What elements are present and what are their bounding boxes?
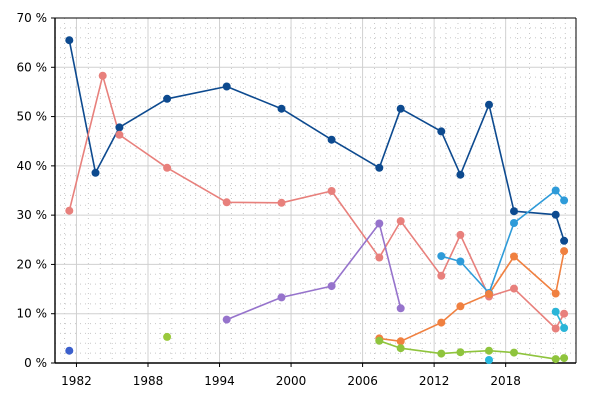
data-point <box>222 82 231 91</box>
data-point <box>222 315 231 324</box>
y-tick-label: 60 % <box>17 60 48 74</box>
data-point <box>396 337 405 346</box>
y-tick-label: 40 % <box>17 159 48 173</box>
x-tick-label: 1994 <box>204 374 235 388</box>
data-point <box>65 206 74 215</box>
data-point <box>437 271 446 280</box>
data-point <box>456 257 465 266</box>
data-point <box>560 309 569 318</box>
data-point <box>277 198 286 207</box>
data-point <box>115 123 124 132</box>
data-point <box>437 127 446 136</box>
data-point <box>551 186 560 195</box>
x-tick-label: 2000 <box>276 374 307 388</box>
data-point <box>163 332 172 341</box>
x-tick-label: 2006 <box>347 374 378 388</box>
y-tick-label: 70 % <box>17 11 48 25</box>
data-point <box>560 247 569 256</box>
data-point <box>551 210 560 219</box>
data-point <box>437 349 446 358</box>
data-point <box>277 293 286 302</box>
data-point <box>485 356 493 364</box>
data-point <box>396 217 405 226</box>
y-tick-label: 50 % <box>17 110 48 124</box>
data-point <box>375 163 384 172</box>
data-point <box>456 170 465 179</box>
data-point <box>98 71 107 80</box>
data-point <box>485 346 493 355</box>
y-tick-label: 30 % <box>17 208 48 222</box>
data-point <box>163 163 172 172</box>
data-point <box>510 219 518 227</box>
data-point <box>510 284 518 293</box>
axis-ticks: 1982 1988 1994 2000 2006 2012 2018 0 % 10 % 20 % 3… <box>17 11 521 388</box>
data-point <box>222 198 231 207</box>
plot-background <box>55 18 576 363</box>
data-point <box>437 252 446 261</box>
data-point <box>375 253 384 262</box>
x-tick-label: 2018 <box>490 374 521 388</box>
series-line-5 <box>379 250 565 343</box>
data-point <box>456 302 465 311</box>
data-point <box>327 282 336 291</box>
y-tick-label: 0 % <box>24 356 47 370</box>
data-point <box>510 348 518 357</box>
data-point <box>65 346 74 355</box>
data-point <box>510 207 518 216</box>
data-point <box>551 324 560 333</box>
data-point <box>551 289 560 298</box>
data-point <box>396 104 405 113</box>
x-tick-label: 1982 <box>61 374 92 388</box>
x-tick-label: 1988 <box>133 374 164 388</box>
data-point <box>485 290 493 298</box>
y-tick-label: 10 % <box>17 307 48 321</box>
data-point <box>437 318 446 327</box>
data-point <box>560 236 569 245</box>
data-point <box>456 348 465 357</box>
series-points <box>65 36 569 364</box>
series-line-6 <box>379 340 565 360</box>
data-point <box>163 94 172 103</box>
data-point <box>396 304 405 313</box>
data-point <box>65 36 74 45</box>
data-point <box>375 219 384 228</box>
data-point <box>327 187 336 195</box>
data-point <box>115 130 124 139</box>
data-point <box>510 252 518 261</box>
data-point <box>375 336 384 345</box>
data-point <box>327 135 336 144</box>
y-tick-label: 20 % <box>17 257 48 271</box>
data-point <box>560 196 569 205</box>
data-point <box>560 354 569 363</box>
data-point <box>551 355 560 364</box>
data-point <box>456 230 465 239</box>
data-point <box>396 344 405 353</box>
data-point <box>485 100 493 109</box>
data-point <box>551 307 560 316</box>
data-point <box>560 324 569 332</box>
x-tick-label: 2012 <box>419 374 450 388</box>
data-point <box>91 168 100 177</box>
data-point <box>277 104 286 113</box>
